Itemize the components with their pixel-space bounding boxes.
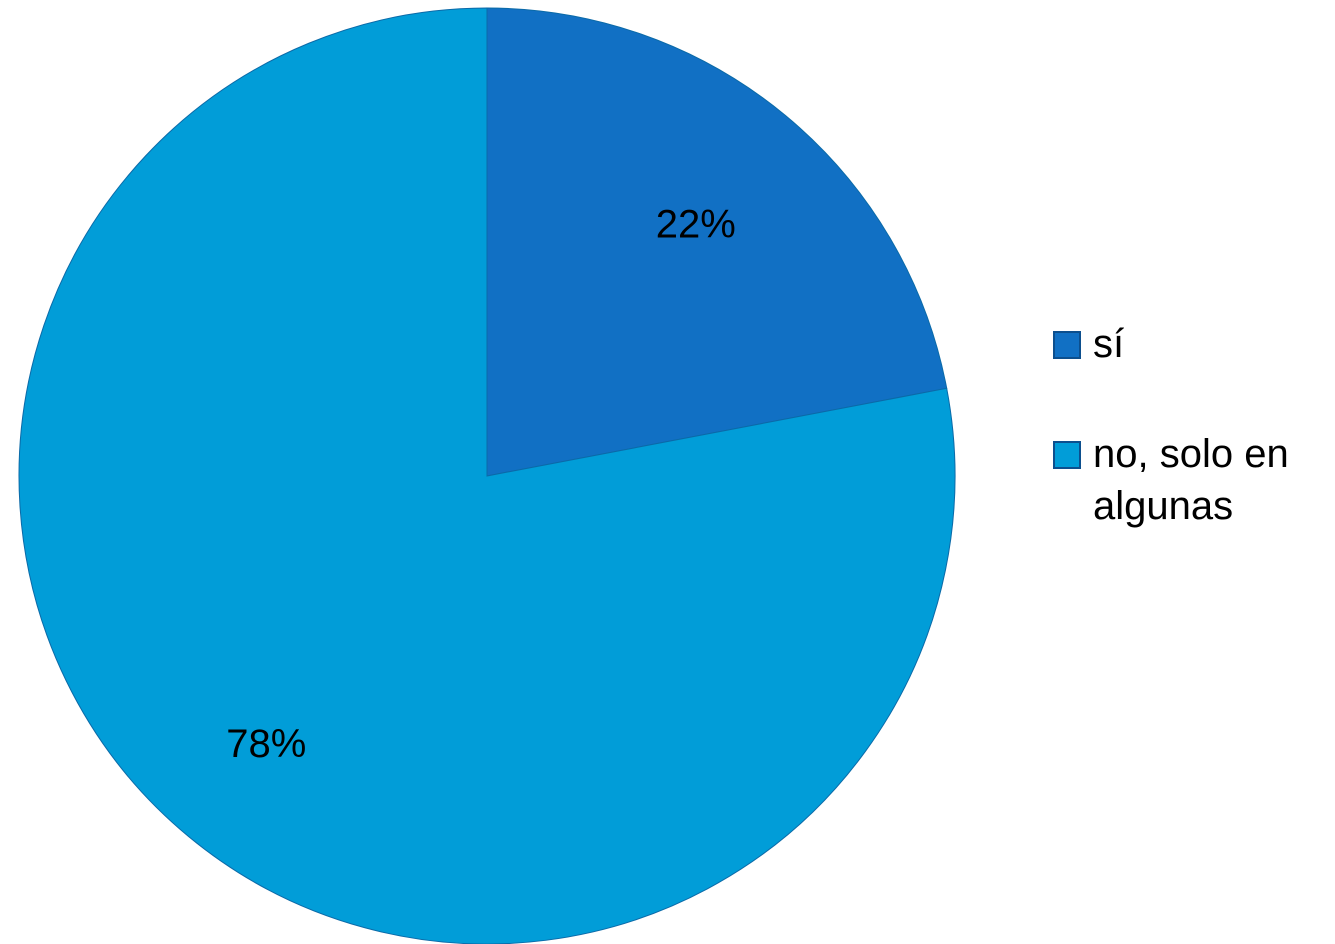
pie-slice-no-solo-en-algunas bbox=[18, 7, 956, 944]
legend-swatch-si bbox=[1053, 331, 1081, 359]
pie-data-labels: 22% 78% bbox=[226, 203, 736, 766]
legend-label-no-solo-en-algunas: no, solo en algunas bbox=[1093, 432, 1289, 528]
data-label-no-solo-en-algunas: 78% bbox=[226, 722, 306, 766]
pie-slices bbox=[18, 7, 956, 944]
chart-legend: sí no, solo en algunas bbox=[1053, 318, 1313, 532]
legend-label-si: sí bbox=[1093, 322, 1125, 366]
legend-item-no-solo-en-algunas: no, solo en algunas bbox=[1053, 428, 1313, 532]
data-label-si: 22% bbox=[656, 203, 736, 247]
legend-item-si: sí bbox=[1053, 318, 1313, 370]
pie-slice-si bbox=[486, 7, 948, 477]
legend-swatch-no-solo-en-algunas bbox=[1053, 441, 1081, 469]
